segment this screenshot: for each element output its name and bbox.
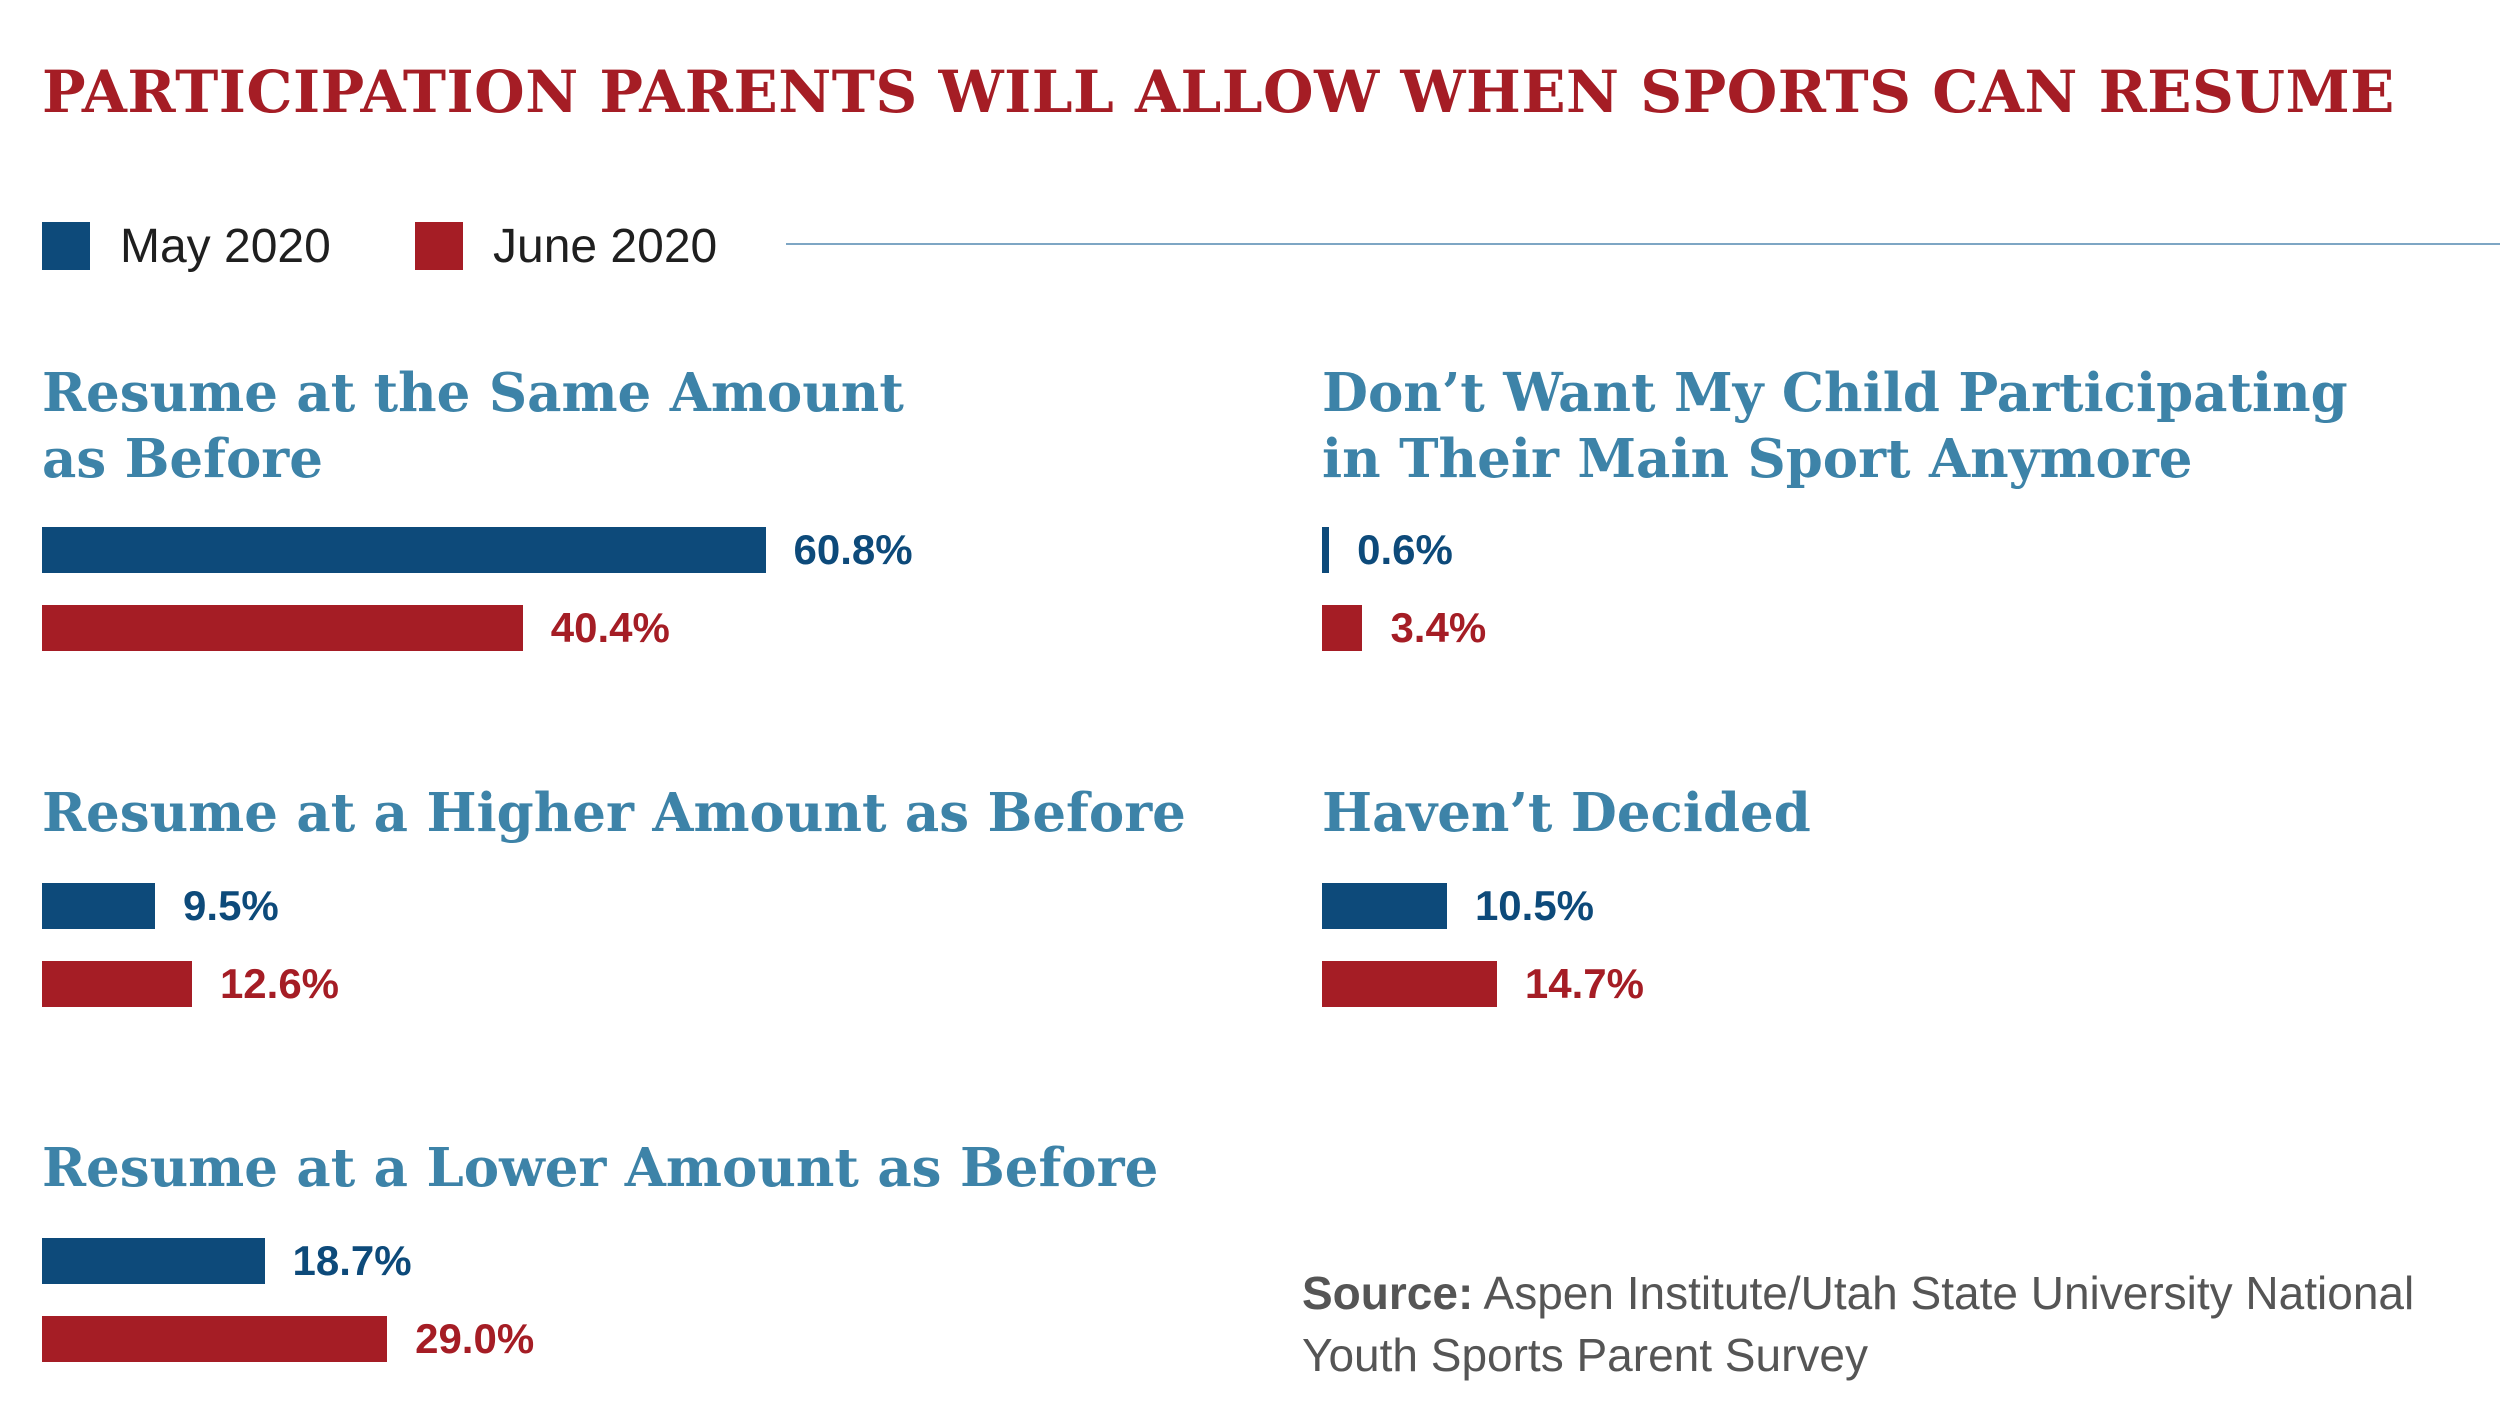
bar-june — [42, 605, 523, 651]
category-title: Resume at a Higher Amount as Before — [42, 782, 1186, 844]
value-label-may: 18.7% — [292, 1237, 412, 1284]
value-label-may: 60.8% — [793, 526, 913, 573]
bar-may — [1322, 883, 1447, 929]
panel-higher-amount: Resume at a Higher Amount as Before 9.5%… — [42, 780, 1242, 1020]
legend-item-may: May 2020 — [42, 218, 331, 274]
bar-june — [1322, 605, 1363, 651]
source-note: Source: Aspen Institute/Utah State Unive… — [1302, 1262, 2452, 1386]
legend-label-may: May 2020 — [120, 219, 331, 273]
category-title: Resume at the Same Amount as Before — [42, 362, 904, 490]
bar-june — [1322, 961, 1497, 1007]
value-label-may: 9.5% — [183, 882, 279, 929]
bar-june — [42, 961, 192, 1007]
legend-divider — [786, 243, 2500, 245]
panel-dont-want: Don’t Want My Child Participating in The… — [1322, 360, 2472, 680]
bar-may — [42, 527, 766, 573]
bar-june — [42, 1316, 388, 1362]
bar-may — [1322, 527, 1330, 573]
legend-swatch-june — [415, 222, 463, 270]
panel-same-amount: Resume at the Same Amount as Before 60.8… — [42, 360, 1242, 680]
category-title: Resume at a Lower Amount as Before — [42, 1137, 1159, 1199]
category-title: Don’t Want My Child Participating in The… — [1322, 362, 2348, 490]
legend-swatch-may — [42, 222, 90, 270]
value-label-may: 0.6% — [1357, 526, 1453, 573]
value-label-may: 10.5% — [1474, 882, 1595, 929]
panel-havent-decided: Haven’t Decided 10.5% 14.7% — [1322, 780, 2472, 1020]
value-label-june: 12.6% — [219, 960, 340, 1007]
legend-item-june: June 2020 — [415, 218, 717, 274]
value-label-june: 14.7% — [1524, 960, 1645, 1007]
value-label-june: 29.0% — [415, 1315, 535, 1362]
bar-may — [42, 1238, 265, 1284]
chart-title: PARTICIPATION PARENTS WILL ALLOW WHEN SP… — [42, 58, 2395, 126]
source-text: Aspen Institute/Utah State University Na… — [1302, 1267, 2415, 1381]
panel-lower-amount: Resume at a Lower Amount as Before 18.7%… — [42, 1135, 1242, 1375]
source-label: Source: — [1302, 1267, 1474, 1319]
category-title: Haven’t Decided — [1322, 782, 1811, 844]
value-label-june: 3.4% — [1390, 604, 1487, 651]
legend-label-june: June 2020 — [493, 219, 718, 273]
bar-may — [42, 883, 156, 929]
value-label-june: 40.4% — [550, 604, 670, 651]
